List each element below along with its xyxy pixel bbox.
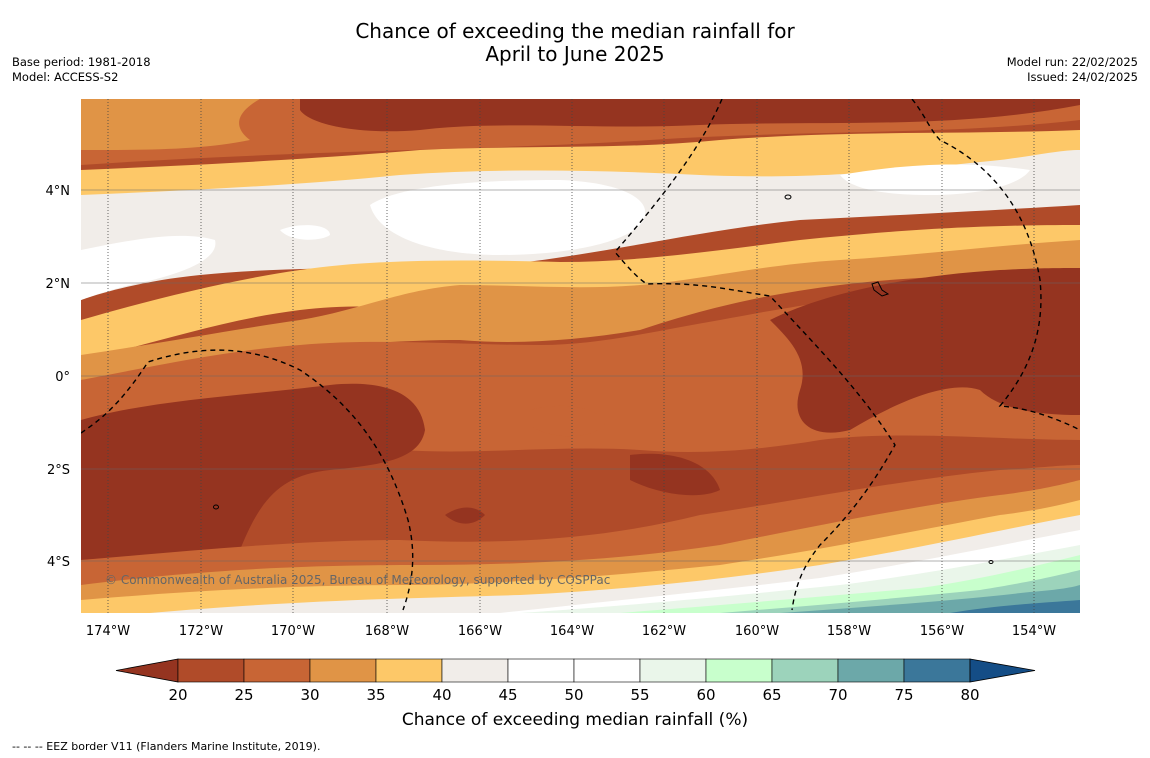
colorbar-tick-label: 30 (300, 686, 319, 704)
colorbar-tick-label: 75 (894, 686, 913, 704)
colorbar-segment (243, 658, 311, 683)
colorbar-tick-label: 20 (168, 686, 187, 704)
lon-label: 164°W (550, 624, 594, 639)
colorbar-tick-label: 50 (564, 686, 583, 704)
colorbar-extend-high (969, 658, 1036, 683)
north-band-under-20 (300, 99, 1080, 132)
lon-label: 156°W (920, 624, 964, 639)
colorbar-tick-label: 60 (696, 686, 715, 704)
latitude-lines (81, 189, 1080, 562)
lon-label: 166°W (458, 624, 502, 639)
lon-label: 154°W (1012, 624, 1056, 639)
north-band-45-55-d (840, 164, 1030, 195)
colorbar-segment (375, 658, 443, 683)
colorbar-tick-label: 65 (762, 686, 781, 704)
colorbar-tick-label: 80 (960, 686, 979, 704)
north-band-45-55-c (280, 225, 330, 240)
model-run-label: Model run: 22/02/2025 (1006, 55, 1138, 69)
lon-label: 168°W (365, 624, 409, 639)
west-dry-region (81, 383, 425, 560)
rainfall-map: © Commonwealth of Australia 2025, Bureau… (46, 99, 1080, 704)
eez-borders (81, 99, 1080, 611)
colorbar-title: Chance of exceeding median rainfall (%) (401, 710, 749, 730)
colorbar-tick-label: 25 (234, 686, 253, 704)
map-fill: © Commonwealth of Australia 2025, Bureau… (81, 99, 1080, 613)
colorbar-segment (507, 658, 575, 683)
model-label: Model: ACCESS-S2 (12, 70, 119, 84)
islands (213, 194, 994, 564)
colorbar-extend-low (115, 658, 179, 683)
colorbar-tick-label: 55 (630, 686, 649, 704)
meta-left: Base period: 1981-2018 Model: ACCESS-S2 (12, 55, 151, 85)
issued-label: Issued: 24/02/2025 (1027, 70, 1138, 84)
lon-label: 162°W (642, 624, 686, 639)
colorbar-segment (573, 658, 641, 683)
base-period-label: Base period: 1981-2018 (12, 55, 151, 69)
eez-legend-note: -- -- -- EEZ border V11 (Flanders Marine… (12, 740, 321, 753)
lat-axis: 4°N 2°N 0° 2°S 4°S (46, 184, 71, 570)
colorbar-segment (903, 658, 971, 683)
lat-label: 2°S (47, 463, 70, 478)
north-band-45-55-a (370, 180, 646, 255)
south-band-75-80 (950, 600, 1080, 613)
lon-label: 172°W (179, 624, 223, 639)
central-patch-25-30 (530, 405, 605, 437)
lon-label: 160°W (735, 624, 779, 639)
colorbar-segment (837, 658, 905, 683)
meta-right: Model run: 22/02/2025 Issued: 24/02/2025 (1007, 55, 1138, 85)
title-line-1: Chance of exceeding the median rainfall … (355, 19, 795, 43)
lon-label: 174°W (86, 624, 130, 639)
lat-label: 4°N (46, 184, 71, 199)
colorbar-segment (771, 658, 839, 683)
lat-label: 2°N (46, 277, 71, 292)
chart-title: Chance of exceeding the median rainfall … (0, 20, 1150, 66)
colorbar-segment (705, 658, 773, 683)
colorbar-segment (441, 658, 509, 683)
lat-label: 0° (55, 370, 70, 385)
title-line-2: April to June 2025 (485, 42, 665, 66)
north-band-30-35 (81, 99, 260, 150)
colorbar-tick-label: 40 (432, 686, 451, 704)
colorbar: 20 25 30 35 40 45 50 55 60 65 70 75 80 (115, 658, 1036, 704)
colorbar-segment (309, 658, 377, 683)
colorbar-segment (177, 658, 245, 683)
colorbar-tick-label: 70 (828, 686, 847, 704)
east-dry-region (770, 268, 1080, 433)
lat-label: 4°S (47, 555, 70, 570)
copyright-watermark: © Commonwealth of Australia 2025, Bureau… (105, 573, 610, 587)
lon-axis: 174°W 172°W 170°W 168°W 166°W 164°W 162°… (86, 624, 1056, 639)
colorbar-tick-label: 35 (366, 686, 385, 704)
colorbar-segment (639, 658, 707, 683)
colorbar-tick-label: 45 (498, 686, 517, 704)
lon-label: 170°W (271, 624, 315, 639)
north-band-45-55-b (81, 235, 216, 300)
lon-label: 158°W (827, 624, 871, 639)
central-dry-patch (630, 453, 720, 496)
small-dry-patch (445, 507, 485, 524)
